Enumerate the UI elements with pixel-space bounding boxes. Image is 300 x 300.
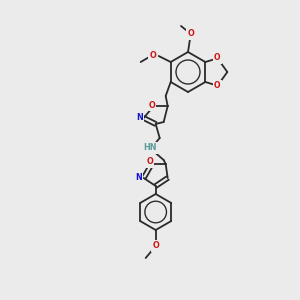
Text: N: N — [135, 173, 142, 182]
Text: O: O — [214, 82, 220, 91]
Text: O: O — [148, 100, 155, 109]
Text: O: O — [146, 158, 153, 166]
Text: N: N — [136, 113, 143, 122]
Text: O: O — [214, 53, 220, 62]
Text: HN: HN — [143, 143, 156, 152]
Text: O: O — [149, 50, 156, 59]
Text: O: O — [152, 242, 159, 250]
Text: O: O — [188, 29, 194, 38]
